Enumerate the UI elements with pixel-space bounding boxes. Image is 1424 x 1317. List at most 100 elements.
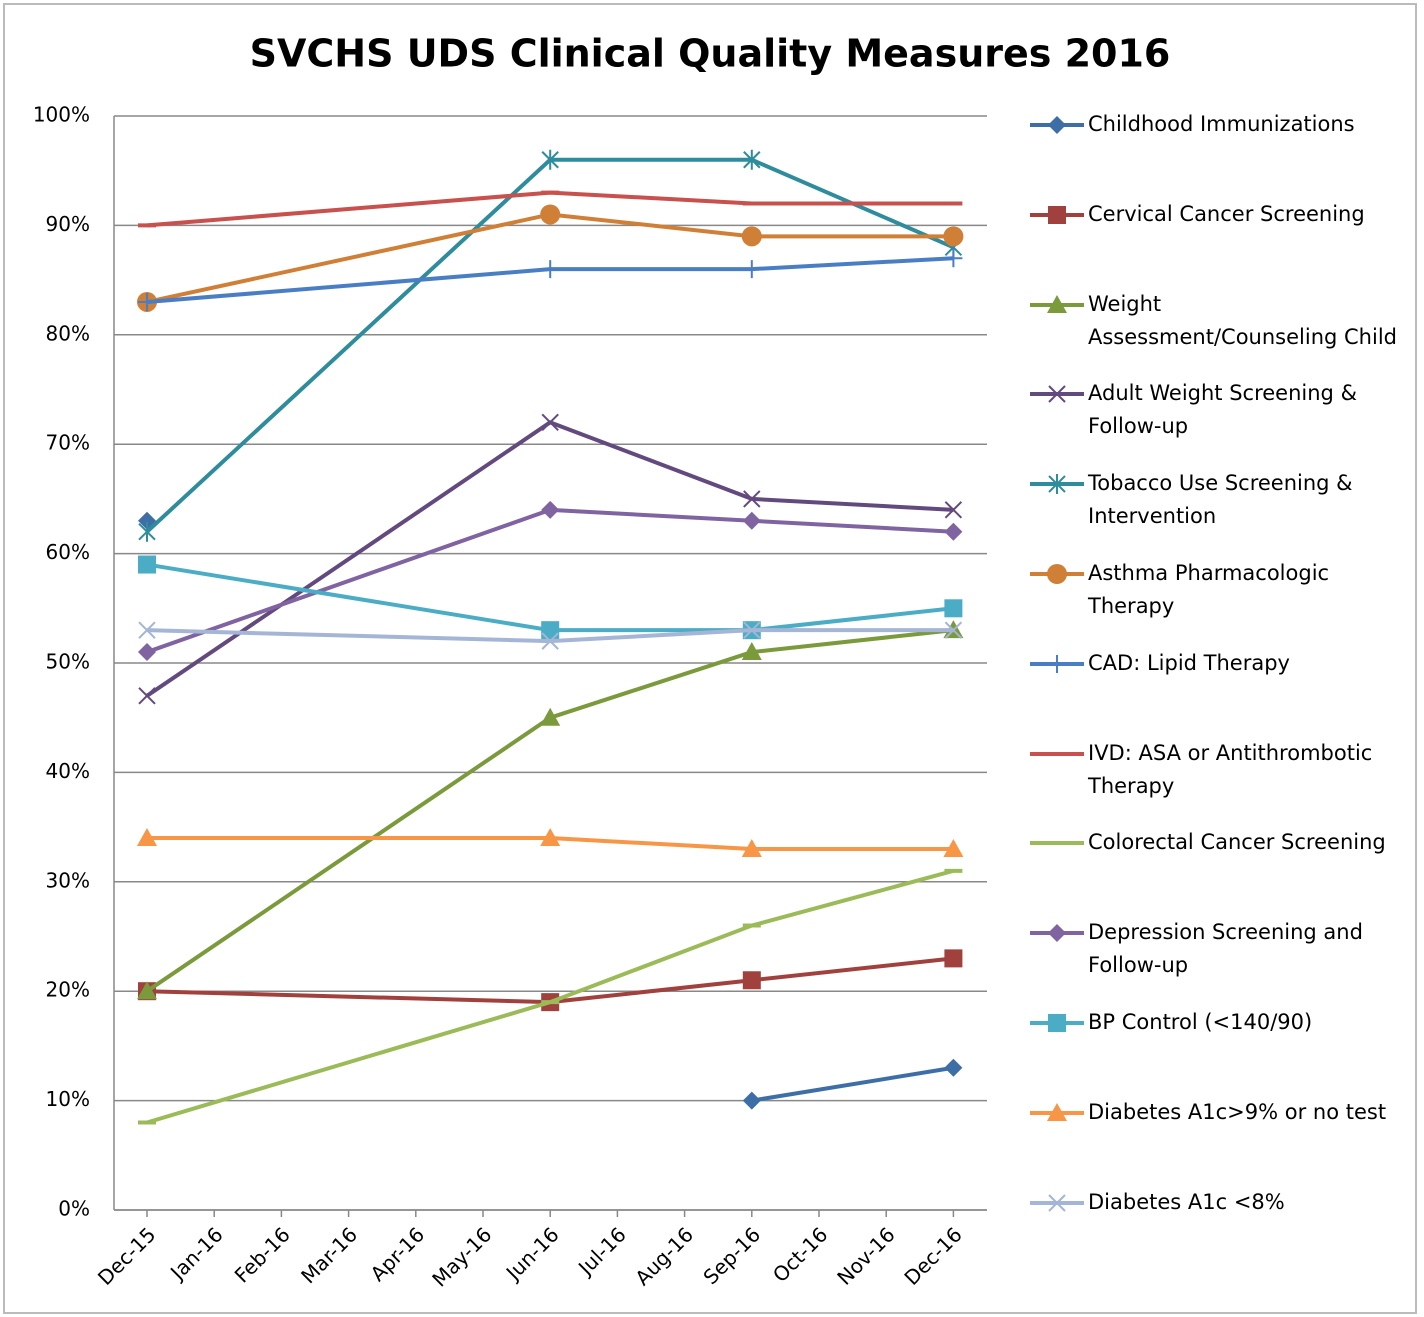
marker [138, 292, 156, 311]
marker [944, 1058, 963, 1077]
y-tick-label: 80% [46, 321, 90, 345]
y-tick-label: 30% [46, 868, 90, 892]
legend-swatch [1030, 841, 1084, 846]
marker [541, 149, 559, 170]
series-line [147, 836, 954, 851]
marker [943, 226, 964, 247]
legend-swatch [1030, 1102, 1084, 1121]
marker [943, 838, 964, 857]
marker [1047, 564, 1067, 584]
legend-swatch [1030, 294, 1084, 313]
y-tick-label: 60% [46, 540, 90, 564]
legend-label: Depression Screening and Follow-up [1088, 920, 1363, 978]
legend-item: BP Control (<140/90) [1028, 1006, 1408, 1086]
marker [540, 204, 561, 225]
legend-swatch [1030, 385, 1084, 404]
legend-label: Adult Weight Screening & Follow-up [1088, 381, 1357, 439]
legend-label: Childhood Immunizations [1088, 112, 1355, 136]
series-line [146, 628, 954, 644]
legend-item: Tobacco Use Screening & Intervention [1028, 467, 1408, 547]
legend-swatch [1030, 205, 1084, 224]
marker [742, 1091, 761, 1110]
legend-swatch [1030, 1014, 1084, 1032]
marker [944, 621, 963, 639]
marker [138, 621, 156, 639]
marker [741, 226, 762, 247]
series-line [751, 1065, 954, 1103]
y-tick-label: 0% [58, 1197, 90, 1221]
series-line [145, 420, 954, 698]
marker [1048, 116, 1066, 134]
y-tick-label: 10% [46, 1087, 90, 1111]
legend-swatch [1030, 474, 1084, 495]
marker [944, 599, 963, 618]
y-tick-label: 40% [46, 759, 90, 783]
marker [138, 521, 156, 542]
legend-item: CAD: Lipid Therapy [1028, 647, 1408, 727]
series-line [146, 562, 954, 633]
marker [138, 555, 156, 574]
marker [137, 828, 157, 847]
y-tick-label: 20% [46, 978, 90, 1002]
y-tick-label: 50% [46, 650, 90, 674]
marker [1048, 385, 1066, 404]
series-line [146, 190, 954, 228]
marker [541, 621, 560, 640]
legend-label: Weight Assessment/Counseling Child [1088, 291, 1397, 349]
legend-item: Adult Weight Screening & Follow-up [1028, 377, 1408, 457]
legend-label: CAD: Lipid Therapy [1088, 650, 1290, 675]
marker [138, 687, 156, 705]
marker [944, 949, 963, 968]
marker [742, 511, 761, 530]
marker [540, 828, 561, 847]
legend-label: Diabetes A1c <8% [1088, 1189, 1285, 1214]
marker [944, 501, 963, 519]
legend-item: Weight Assessment/Counseling Child [1028, 288, 1408, 368]
marker [944, 522, 963, 541]
series-line [145, 628, 954, 993]
y-tick-label: 100% [33, 103, 90, 127]
marker [541, 260, 560, 279]
chart-title: SVCHS UDS Clinical Quality Measures 2016 [250, 32, 1171, 76]
legend-item: IVD: ASA or Antithrombotic Therapy [1028, 737, 1408, 817]
series-line [146, 507, 954, 654]
legend-item: Colorectal Cancer Screening [1028, 826, 1408, 906]
legend-item: Depression Screening and Follow-up [1028, 916, 1408, 996]
marker [138, 643, 156, 662]
series-line [146, 956, 954, 1005]
marker [743, 490, 761, 508]
marker [1048, 1193, 1066, 1212]
marker [741, 642, 762, 661]
legend-swatch [1030, 654, 1084, 673]
marker [541, 632, 559, 650]
marker [1048, 1014, 1066, 1032]
legend-swatch [1030, 751, 1084, 756]
marker [541, 413, 559, 432]
legend-label: Cervical Cancer Screening [1088, 201, 1365, 226]
legend-swatch [1030, 1193, 1084, 1212]
marker [1048, 654, 1066, 673]
legend-label: BP Control (<140/90) [1088, 1010, 1313, 1034]
marker [1047, 1102, 1067, 1121]
marker [944, 249, 963, 268]
y-tick-label: 70% [46, 431, 90, 455]
legend-item: Asthma Pharmacologic Therapy [1028, 557, 1408, 637]
marker [1048, 474, 1066, 495]
legend-label: Diabetes A1c>9% or no test [1088, 1099, 1387, 1124]
legend-label: Asthma Pharmacologic Therapy [1088, 561, 1330, 618]
legend-item: Diabetes A1c>9% or no test [1028, 1096, 1408, 1176]
marker [743, 149, 761, 170]
marker [1048, 205, 1066, 224]
legend-item: Diabetes A1c <8% [1028, 1186, 1408, 1266]
marker [137, 981, 157, 1000]
legend-swatch [1030, 924, 1084, 943]
legend-item: Cervical Cancer Screening [1028, 198, 1408, 278]
legend-item: Childhood Immunizations [1028, 108, 1408, 188]
marker [741, 838, 762, 857]
legend-swatch [1030, 116, 1084, 134]
marker [743, 621, 761, 639]
legend-label: Tobacco Use Screening & Intervention [1088, 471, 1353, 529]
marker [1047, 294, 1067, 313]
legend-label: IVD: ASA or Antithrombotic Therapy [1088, 740, 1373, 798]
